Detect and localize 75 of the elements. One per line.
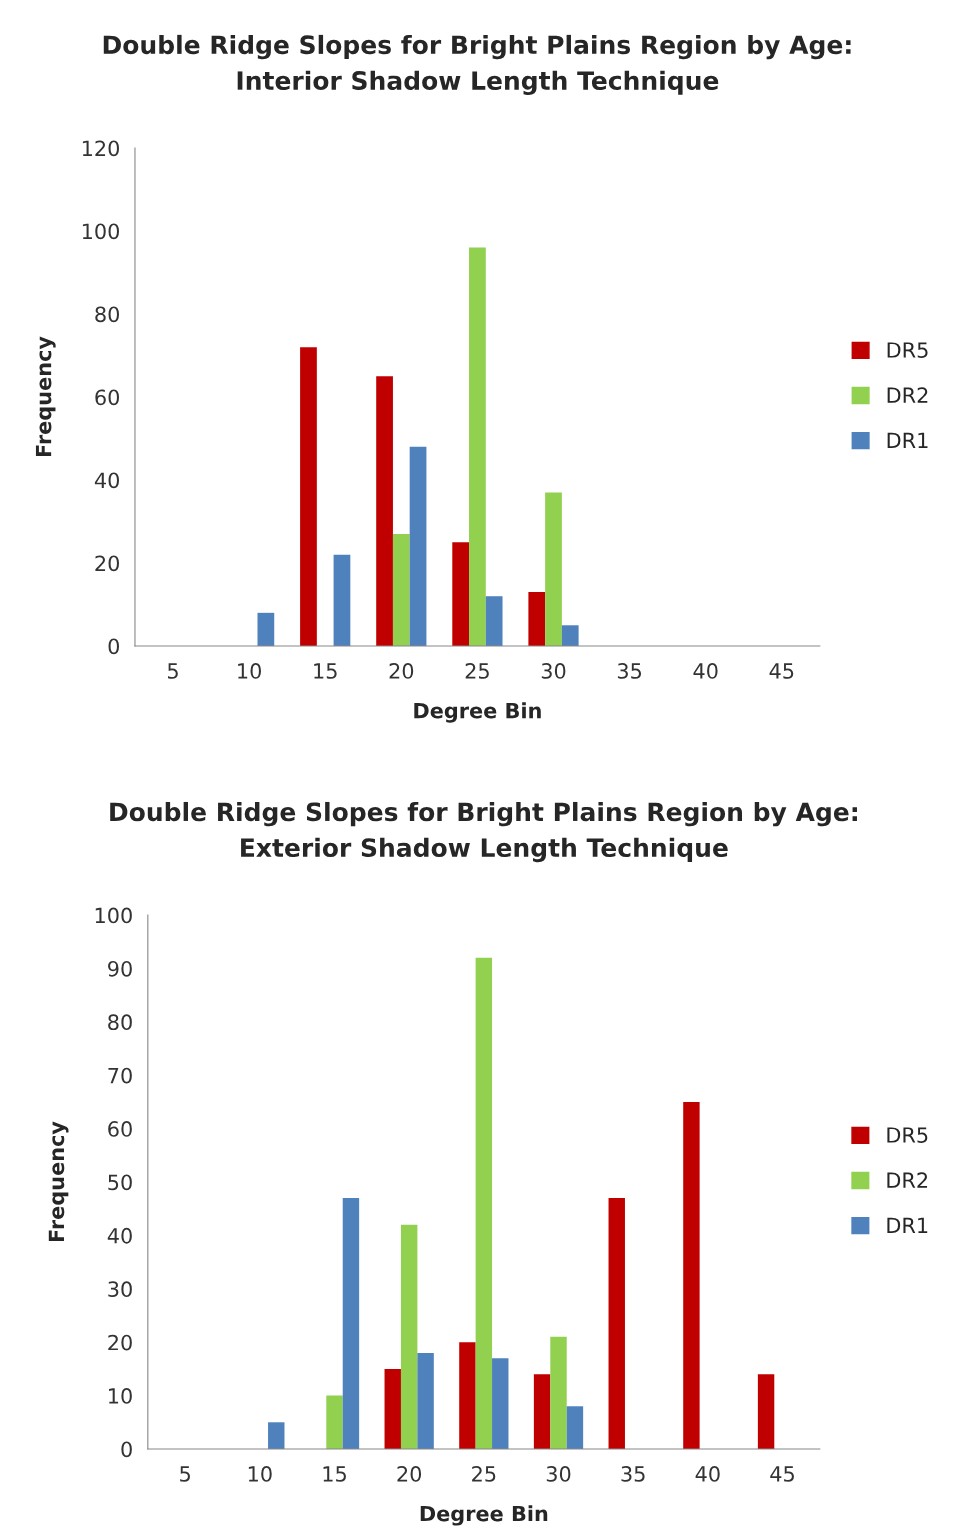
bar <box>683 1101 700 1449</box>
bar <box>409 446 427 647</box>
x-tick-label: 10 <box>238 663 261 679</box>
x-axis-title: Degree Bin <box>414 702 541 723</box>
y-tick-label: 20 <box>95 555 120 572</box>
x-tick-label: 30 <box>541 663 566 679</box>
bar <box>333 554 351 647</box>
bar <box>417 1352 434 1449</box>
x-tick-label: 5 <box>180 1466 190 1482</box>
bar <box>550 1336 567 1449</box>
y-tick-label: 100 <box>82 223 120 240</box>
y-tick-label: 0 <box>108 638 120 655</box>
bar <box>392 533 410 647</box>
chart-title: Double Ridge Slopes for Bright Plains Region by Age: Interior Shadow Length Technique <box>103 34 851 96</box>
y-tick-label: 70 <box>108 1067 132 1084</box>
bar <box>459 1342 476 1449</box>
x-tick-label: 25 <box>465 663 489 679</box>
y-tick-label: 60 <box>108 1121 132 1137</box>
x-tick-label: 10 <box>248 1466 272 1482</box>
bar <box>452 542 470 647</box>
x-tick-label: 45 <box>769 663 794 679</box>
legend-label: DR1 <box>887 1217 928 1233</box>
bar <box>257 612 275 647</box>
y-tick-label: 10 <box>109 1388 132 1404</box>
y-tick-label: 80 <box>108 1014 132 1031</box>
x-tick-label: 35 <box>617 663 642 679</box>
bar <box>533 1374 551 1449</box>
x-axis-title: Degree Bin <box>420 1505 548 1526</box>
y-tick-label: 60 <box>95 389 120 406</box>
x-tick-label: 15 <box>314 663 337 679</box>
legend-label: DR2 <box>887 1172 928 1188</box>
y-tick-label: 50 <box>108 1174 132 1191</box>
bar <box>342 1198 360 1449</box>
bar <box>566 1406 584 1449</box>
legend-label: DR2 <box>887 387 928 403</box>
x-tick-label: 5 <box>168 663 178 679</box>
bar <box>400 1224 418 1449</box>
bar <box>545 492 562 647</box>
x-tick-label: 30 <box>546 1466 571 1482</box>
bar <box>300 347 317 647</box>
bar <box>475 957 493 1449</box>
bar <box>384 1368 401 1449</box>
bar <box>492 1358 509 1449</box>
y-tick-label: 30 <box>108 1281 132 1298</box>
y-tick-label: 90 <box>108 960 132 977</box>
x-tick-label: 20 <box>389 663 414 679</box>
bar <box>757 1374 775 1449</box>
bar <box>485 596 503 647</box>
x-tick-label: 20 <box>397 1466 422 1482</box>
y-tick-label: 40 <box>94 472 120 489</box>
y-tick-label: 80 <box>95 306 120 323</box>
chart-title: Double Ridge Slopes for Bright Plains Region by Age: Exterior Shadow Length Technique <box>110 801 857 863</box>
y-tick-label: 0 <box>121 1441 132 1458</box>
x-tick-label: 25 <box>472 1466 496 1482</box>
legend-label: DR5 <box>887 342 928 358</box>
y-tick-label: 40 <box>107 1227 132 1244</box>
bar <box>469 247 486 647</box>
bar <box>376 376 393 647</box>
bar <box>608 1198 625 1449</box>
bar <box>268 1422 285 1449</box>
y-tick-label: 120 <box>82 140 120 157</box>
x-tick-label: 40 <box>695 1466 720 1482</box>
legend-label: DR1 <box>887 432 928 448</box>
bar <box>561 625 579 647</box>
bar <box>528 592 546 647</box>
y-axis-title: Frequency <box>48 1121 69 1242</box>
y-axis-title: Frequency <box>35 336 56 457</box>
x-tick-label: 15 <box>323 1466 346 1482</box>
x-tick-label: 35 <box>621 1466 645 1482</box>
legend-label: DR5 <box>887 1127 928 1143</box>
bar <box>326 1395 343 1449</box>
x-tick-label: 40 <box>693 663 718 679</box>
x-tick-label: 45 <box>770 1466 794 1482</box>
y-tick-label: 100 <box>95 907 132 924</box>
y-tick-label: 20 <box>108 1334 132 1351</box>
